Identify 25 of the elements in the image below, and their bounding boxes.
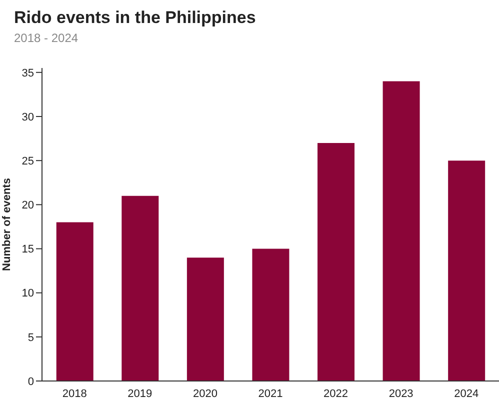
chart-title: Rido events in the Philippines xyxy=(14,8,256,28)
bar xyxy=(382,81,420,381)
x-tick-label: 2020 xyxy=(192,388,218,400)
bar xyxy=(122,196,159,381)
bar xyxy=(186,258,224,381)
bar xyxy=(252,248,290,381)
x-tick-label: 2024 xyxy=(454,388,479,400)
x-tick-label: 2023 xyxy=(388,388,414,400)
y-tick-label: 15 xyxy=(22,244,34,256)
bar xyxy=(56,222,94,381)
x-tick-label: 2019 xyxy=(128,388,152,400)
y-tick-label: 30 xyxy=(22,111,34,124)
y-tick-label: 25 xyxy=(22,155,34,168)
y-tick-label: 35 xyxy=(22,67,34,80)
x-tick-label: 2021 xyxy=(258,388,283,400)
y-tick-label: 20 xyxy=(22,200,34,212)
y-tick-label: 5 xyxy=(28,332,34,344)
x-tick-label: 2022 xyxy=(324,388,348,400)
y-tick-label: 10 xyxy=(22,288,34,300)
y-tick-label: 0 xyxy=(28,376,34,388)
bar xyxy=(448,160,486,381)
y-axis-title: Number of events xyxy=(0,178,13,271)
chart-subtitle: 2018 - 2024 xyxy=(14,31,78,45)
bar xyxy=(318,142,355,381)
x-tick-label: 2018 xyxy=(62,388,87,400)
